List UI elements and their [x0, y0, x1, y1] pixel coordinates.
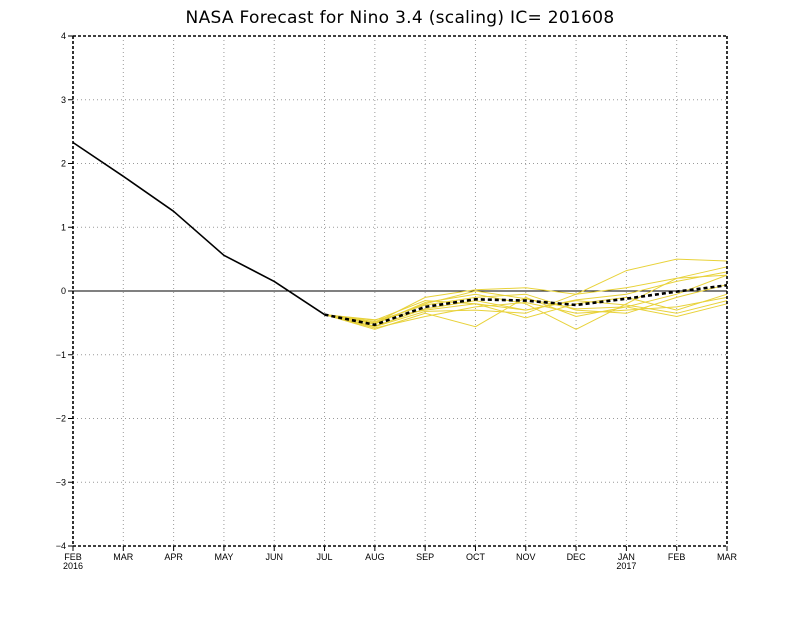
y-tick-label: −1	[56, 350, 66, 360]
x-tick-label: MAR	[717, 552, 738, 562]
x-tick-label: JUN	[265, 552, 283, 562]
x-tick-label: NOV	[516, 552, 536, 562]
x-tick-label: OCT	[466, 552, 486, 562]
observed-line	[72, 141, 325, 316]
grid-layer	[73, 36, 727, 546]
ensemble-member-line	[324, 290, 728, 324]
chart-title: NASA Forecast for Nino 3.4 (scaling) IC=…	[185, 8, 615, 28]
y-tick-label: −2	[56, 414, 66, 424]
plot-frame	[68, 35, 728, 551]
ensemble-members	[324, 258, 728, 330]
x-tick-year-label: 2017	[616, 561, 636, 571]
series-layer	[72, 141, 728, 327]
x-tick-label: MAY	[215, 552, 234, 562]
y-tick-label: 2	[61, 159, 66, 169]
ensemble-member-line	[324, 258, 728, 324]
x-tick-year-label: 2016	[63, 561, 83, 571]
x-tick-label: APR	[164, 552, 183, 562]
y-tick-label: −3	[56, 477, 66, 487]
x-tick-label: AUG	[365, 552, 385, 562]
x-tick-label: MAR	[113, 552, 134, 562]
x-tick-label: JAN	[618, 552, 635, 562]
x-tick-label: DEC	[567, 552, 587, 562]
ensemble-member-line	[324, 274, 728, 328]
y-tick-label: −4	[56, 541, 66, 551]
x-tick-label: SEP	[416, 552, 434, 562]
y-tick-label: 4	[61, 31, 66, 41]
ensemble-member-line	[324, 300, 728, 321]
x-tick-label: FEB	[64, 552, 82, 562]
x-tick-label: FEB	[668, 552, 686, 562]
ensemble-member-line	[324, 296, 728, 329]
x-tick-label: JUL	[317, 552, 333, 562]
ensemble-mean-line	[324, 284, 728, 327]
y-tick-label: 0	[61, 286, 66, 296]
y-tick-label: 3	[61, 95, 66, 105]
y-tick-label: 1	[61, 222, 66, 232]
